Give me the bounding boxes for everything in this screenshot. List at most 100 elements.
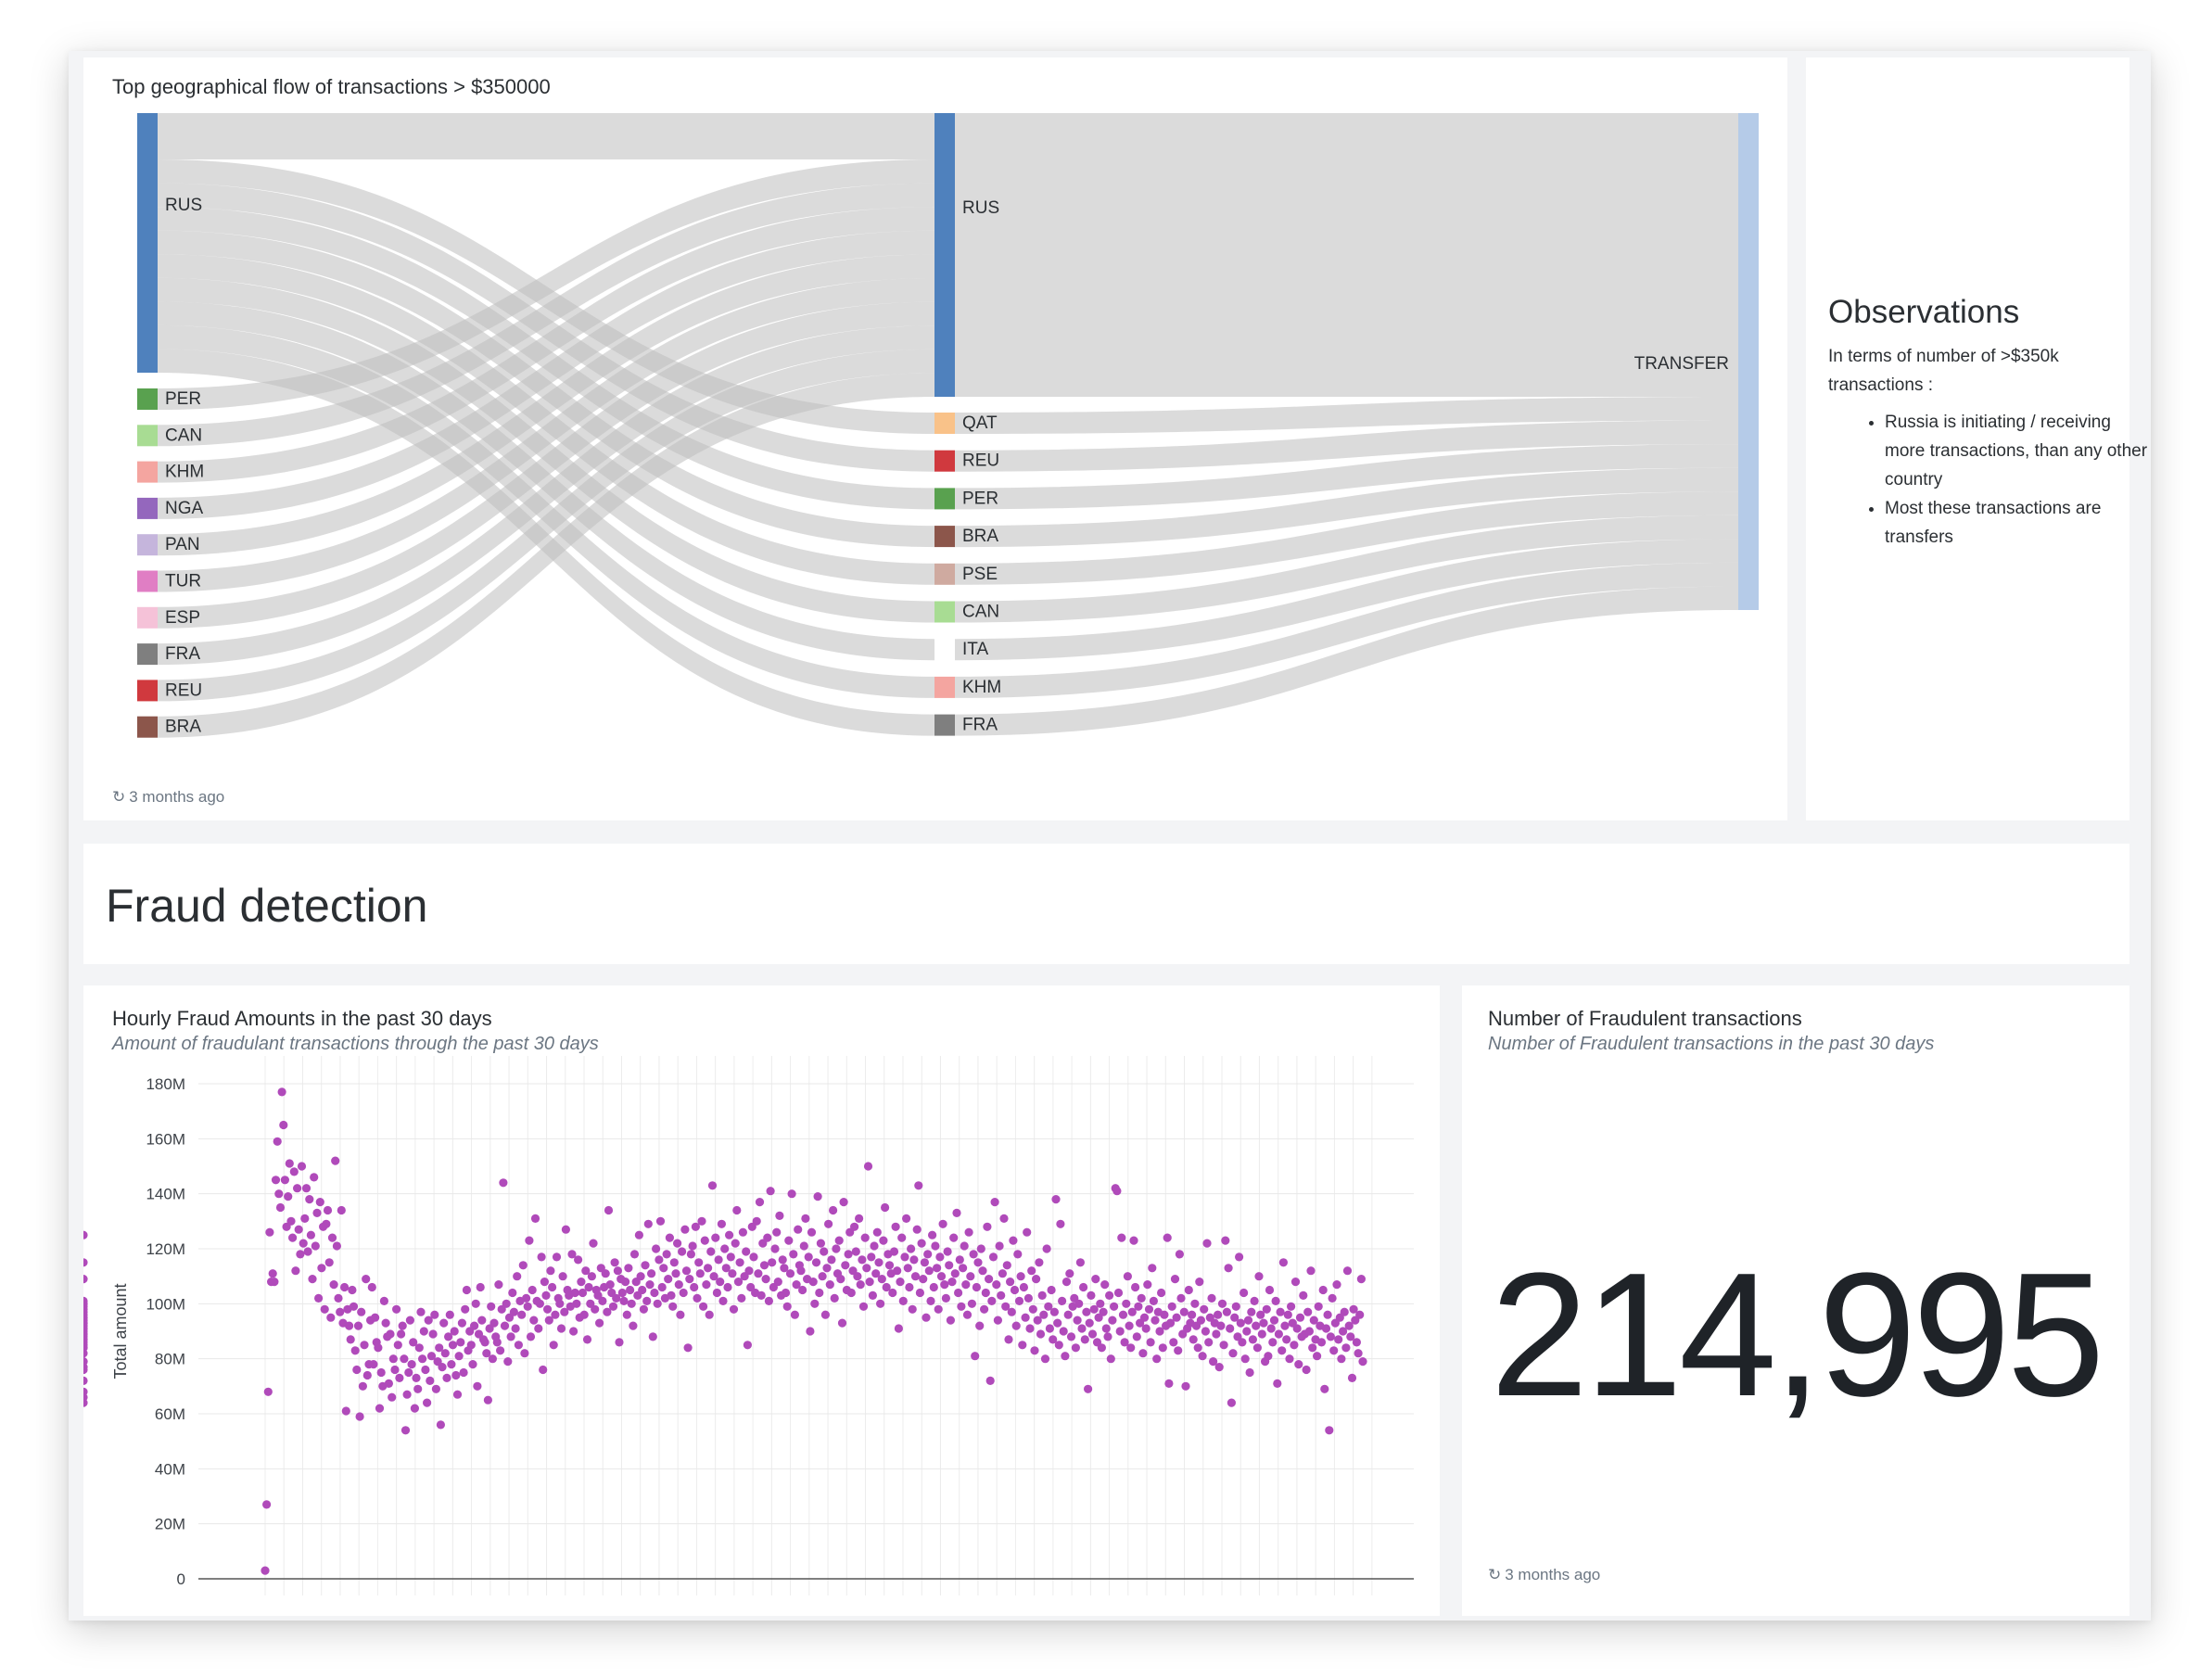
y-tick-label: 160M: [146, 1130, 185, 1148]
scatter-point: [398, 1321, 407, 1330]
scatter-point: [1196, 1316, 1205, 1325]
scatter-point: [386, 1329, 395, 1339]
scatter-point: [1080, 1335, 1089, 1344]
sankey-node-label: TUR: [165, 572, 201, 591]
scatter-point: [262, 1500, 272, 1509]
scatter-point: [1126, 1343, 1136, 1353]
scatter-point: [917, 1239, 926, 1248]
scatter-point: [743, 1341, 753, 1350]
scatter-point: [1073, 1316, 1082, 1325]
sankey-node-label: RUS: [962, 198, 999, 218]
sankey-node-label: NGA: [165, 499, 204, 518]
scatter-point: [1030, 1346, 1039, 1355]
scatter-point: [331, 1156, 340, 1165]
scatter-point: [1144, 1304, 1154, 1314]
scatter-point: [1176, 1293, 1186, 1303]
scatter-point: [759, 1261, 769, 1270]
scatter-point: [1188, 1310, 1197, 1319]
scatter-point: [379, 1296, 388, 1305]
scatter-point: [816, 1239, 826, 1248]
scatter-point: [459, 1367, 468, 1378]
scatter-point: [1106, 1354, 1115, 1364]
scatter-point: [1132, 1332, 1141, 1341]
sankey-node-label: PER: [962, 489, 998, 508]
scatter-point: [693, 1293, 702, 1303]
scatter-chart: 0 20M 40M 60M 80M 100M 120M 140M 160M 180M Total a…: [83, 1056, 1414, 1595]
scatter-point: [506, 1332, 515, 1341]
count-subtitle: Number of Fraudulent transactions in the…: [1488, 1034, 1935, 1054]
scatter-point: [676, 1310, 685, 1319]
scatter-point: [1044, 1302, 1053, 1311]
scatter-point: [683, 1343, 693, 1353]
scatter-point: [612, 1293, 621, 1303]
scatter-point: [1323, 1310, 1332, 1319]
sankey-link: [955, 491, 1738, 585]
scatter-point: [395, 1373, 404, 1382]
scatter-point: [756, 1290, 766, 1300]
scatter-point: [712, 1288, 722, 1298]
scatter-point: [384, 1379, 393, 1388]
scatter-point: [374, 1343, 383, 1353]
scatter-point: [436, 1420, 445, 1430]
scatter-point: [799, 1241, 808, 1251]
scatter-point: [371, 1313, 380, 1322]
scatter-point: [889, 1247, 899, 1256]
scatter-point: [462, 1285, 471, 1295]
scatter-point: [1032, 1275, 1041, 1284]
scatter-point: [1061, 1352, 1070, 1361]
scatter-point: [1174, 1346, 1183, 1355]
scatter-point: [1282, 1335, 1291, 1344]
scatter-point: [806, 1327, 815, 1336]
scatter-point: [83, 1376, 88, 1385]
y-tick-label: 60M: [155, 1405, 185, 1423]
scatter-point: [503, 1357, 513, 1367]
scatter-point: [1242, 1327, 1252, 1336]
scatter-point: [1269, 1316, 1279, 1325]
scatter-point: [773, 1278, 782, 1287]
scatter-point: [808, 1278, 818, 1287]
scatter-point: [468, 1360, 477, 1369]
scatter-point: [1127, 1307, 1137, 1316]
sankey-link: [158, 301, 934, 629]
scatter-point: [900, 1252, 909, 1262]
scatter-point: [83, 1332, 88, 1341]
scatter-point: [1007, 1307, 1016, 1316]
scatter-point: [454, 1352, 464, 1361]
scatter-point: [413, 1384, 423, 1393]
scatter-point: [551, 1310, 560, 1319]
scatter-point: [638, 1285, 647, 1295]
scatter-point: [763, 1233, 772, 1242]
scatter-point: [526, 1332, 536, 1341]
scatter-point: [992, 1280, 1001, 1290]
sankey-node-label: BRA: [962, 527, 998, 546]
scatter-point: [1169, 1338, 1178, 1347]
scatter-point: [1099, 1307, 1108, 1316]
scatter-point: [424, 1316, 433, 1325]
scatter-point: [540, 1278, 549, 1287]
scatter-point: [836, 1275, 845, 1284]
sankey-node-label: FRA: [165, 644, 200, 664]
y-tick-label: 0: [177, 1570, 185, 1588]
scatter-point: [428, 1329, 438, 1339]
scatter-point: [601, 1269, 610, 1278]
scatter-point: [1247, 1307, 1256, 1316]
scatter-point: [350, 1346, 360, 1355]
scatter-point: [317, 1264, 326, 1273]
scatter-point: [1033, 1316, 1042, 1325]
scatter-point: [1053, 1318, 1062, 1328]
scatter-point: [827, 1255, 836, 1265]
scatter-point: [300, 1214, 310, 1223]
scatter-point: [569, 1327, 578, 1336]
scatter-point: [426, 1352, 437, 1361]
scatter-point: [487, 1302, 496, 1311]
scatter-point: [1274, 1329, 1283, 1339]
scatter-point: [728, 1269, 737, 1278]
section-title: Fraud detection: [106, 880, 428, 932]
scatter-point: [482, 1349, 491, 1358]
scatter-point: [1245, 1367, 1254, 1378]
scatter-point: [1340, 1307, 1349, 1316]
scatter-point: [893, 1266, 902, 1276]
scatter-point: [673, 1239, 682, 1248]
fraud-count-value: 214,995: [1490, 1237, 2105, 1433]
scatter-point: [829, 1205, 838, 1215]
